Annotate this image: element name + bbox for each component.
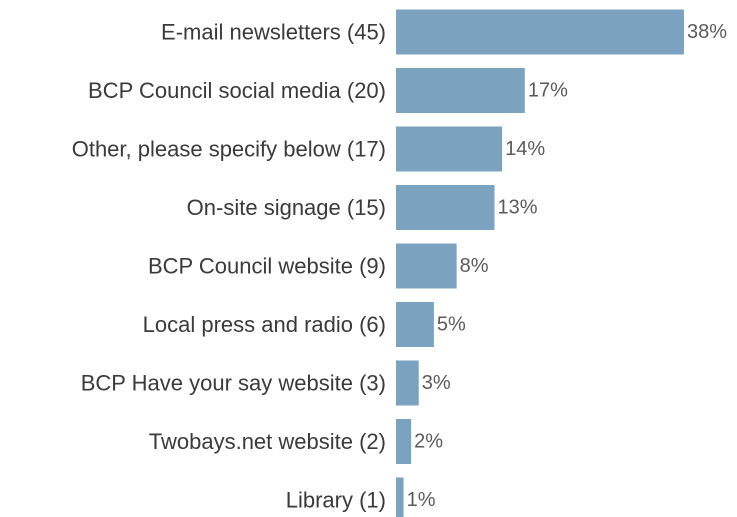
bar xyxy=(396,243,457,289)
value-label: 8% xyxy=(460,255,489,277)
category-label: Other, please specify below (17) xyxy=(72,137,386,162)
value-label: 3% xyxy=(422,372,451,394)
value-label: 14% xyxy=(505,138,545,160)
category-label: BCP Council website (9) xyxy=(148,254,386,279)
value-label: 2% xyxy=(414,431,443,453)
category-label: Library (1) xyxy=(286,488,386,513)
category-label: E-mail newsletters (45) xyxy=(161,20,386,45)
value-label: 38% xyxy=(687,21,727,43)
value-label: 17% xyxy=(528,80,568,102)
bars-group xyxy=(396,9,684,517)
category-label: Twobays.net website (2) xyxy=(149,429,386,454)
value-labels-group: 38% 17% 14% 13% 8% 5% 3% 2% 1% xyxy=(407,21,728,511)
value-label: 5% xyxy=(437,314,466,336)
bar xyxy=(396,185,495,230)
category-label: BCP Have your say website (3) xyxy=(81,371,386,396)
value-label: 1% xyxy=(407,489,436,511)
value-label: 13% xyxy=(498,197,538,219)
bar xyxy=(396,360,419,406)
category-label: Local press and radio (6) xyxy=(143,312,386,337)
category-labels-group: E-mail newsletters (45) BCP Council socia… xyxy=(72,20,386,513)
bar xyxy=(396,9,684,55)
bar xyxy=(396,477,404,517)
category-label: BCP Council social media (20) xyxy=(88,78,386,103)
bar xyxy=(396,302,434,347)
category-label: On-site signage (15) xyxy=(187,195,386,220)
bar xyxy=(396,419,412,464)
bar xyxy=(396,68,525,113)
bar xyxy=(396,126,503,172)
